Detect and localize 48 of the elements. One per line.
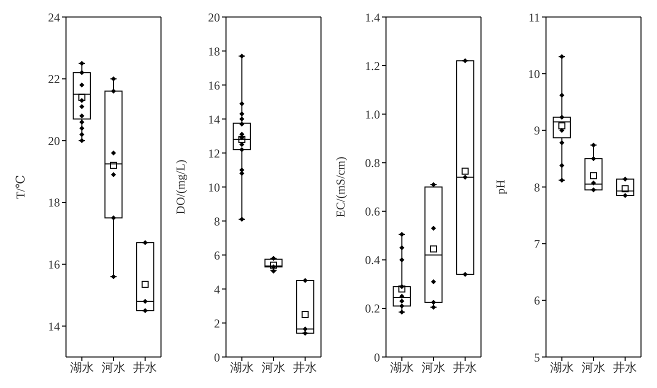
x-tick-label: 河水 (422, 360, 446, 375)
y-tick-label: 22 (48, 72, 60, 86)
y-tick-label: 0 (214, 350, 220, 364)
y-axis-title: EC/(mS/cm) (333, 156, 348, 218)
y-tick-label: 0.6 (365, 204, 380, 219)
y-tick-label: 20 (48, 134, 60, 148)
y-tick-label: 12 (208, 146, 220, 160)
y-tick-label: 10 (528, 66, 540, 81)
y-tick-label: 1.2 (365, 58, 380, 73)
x-tick-label: 河水 (102, 360, 126, 375)
x-tick-label: 井水 (133, 360, 158, 375)
y-tick-label: 24 (48, 10, 60, 24)
y-tick-label: 16 (208, 78, 220, 92)
x-tick-label: 井水 (613, 360, 638, 375)
y-axis-title: pH (493, 179, 508, 194)
y-tick-label: 4 (214, 282, 220, 296)
y-tick-label: 14 (48, 319, 60, 334)
y-tick-label: 18 (208, 44, 220, 58)
x-tick-label: 湖水 (230, 360, 254, 375)
y-tick-label: 10 (208, 180, 220, 194)
y-tick-label: 16 (48, 258, 60, 272)
y-tick-label: 11 (528, 10, 540, 24)
y-tick-label: 20 (208, 10, 220, 24)
y-tick-label: 6 (214, 248, 220, 262)
y-tick-label: 1.0 (365, 107, 380, 122)
y-tick-label: 2 (214, 316, 220, 330)
y-tick-label: 6 (534, 294, 540, 308)
x-tick-label: 河水 (582, 360, 606, 375)
x-tick-label: 井水 (453, 360, 478, 375)
y-tick-label: 18 (48, 196, 60, 210)
y-tick-label: 8 (534, 180, 540, 194)
x-tick-label: 河水 (262, 360, 286, 375)
y-tick-label: 0.2 (365, 302, 380, 316)
y-tick-label: 7 (534, 236, 540, 251)
x-tick-label: 湖水 (70, 360, 94, 375)
y-axis-title: DO/(mg/L) (173, 160, 188, 214)
y-tick-label: 9 (534, 124, 540, 138)
y-tick-label: 8 (214, 214, 220, 228)
y-tick-label: 14 (208, 112, 220, 126)
y-tick-label: 0.4 (365, 253, 380, 268)
x-tick-label: 湖水 (390, 360, 414, 375)
x-tick-label: 湖水 (550, 360, 574, 375)
y-tick-label: 0 (374, 350, 380, 364)
y-tick-label: 1.4 (365, 10, 380, 24)
y-tick-label: 5 (534, 350, 540, 364)
x-tick-label: 井水 (293, 360, 318, 375)
y-axis-title: T/℃ (13, 174, 28, 200)
y-tick-label: 0.8 (365, 156, 380, 170)
